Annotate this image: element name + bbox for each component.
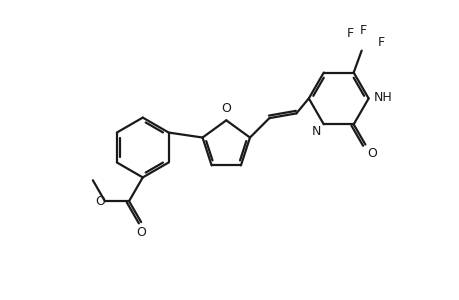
Text: F: F	[359, 24, 366, 37]
Text: O: O	[95, 195, 105, 208]
Text: O: O	[221, 102, 231, 115]
Text: N: N	[311, 125, 320, 138]
Text: F: F	[347, 27, 353, 40]
Text: O: O	[136, 226, 146, 238]
Text: F: F	[377, 36, 384, 49]
Text: O: O	[367, 146, 376, 160]
Text: NH: NH	[373, 91, 392, 104]
